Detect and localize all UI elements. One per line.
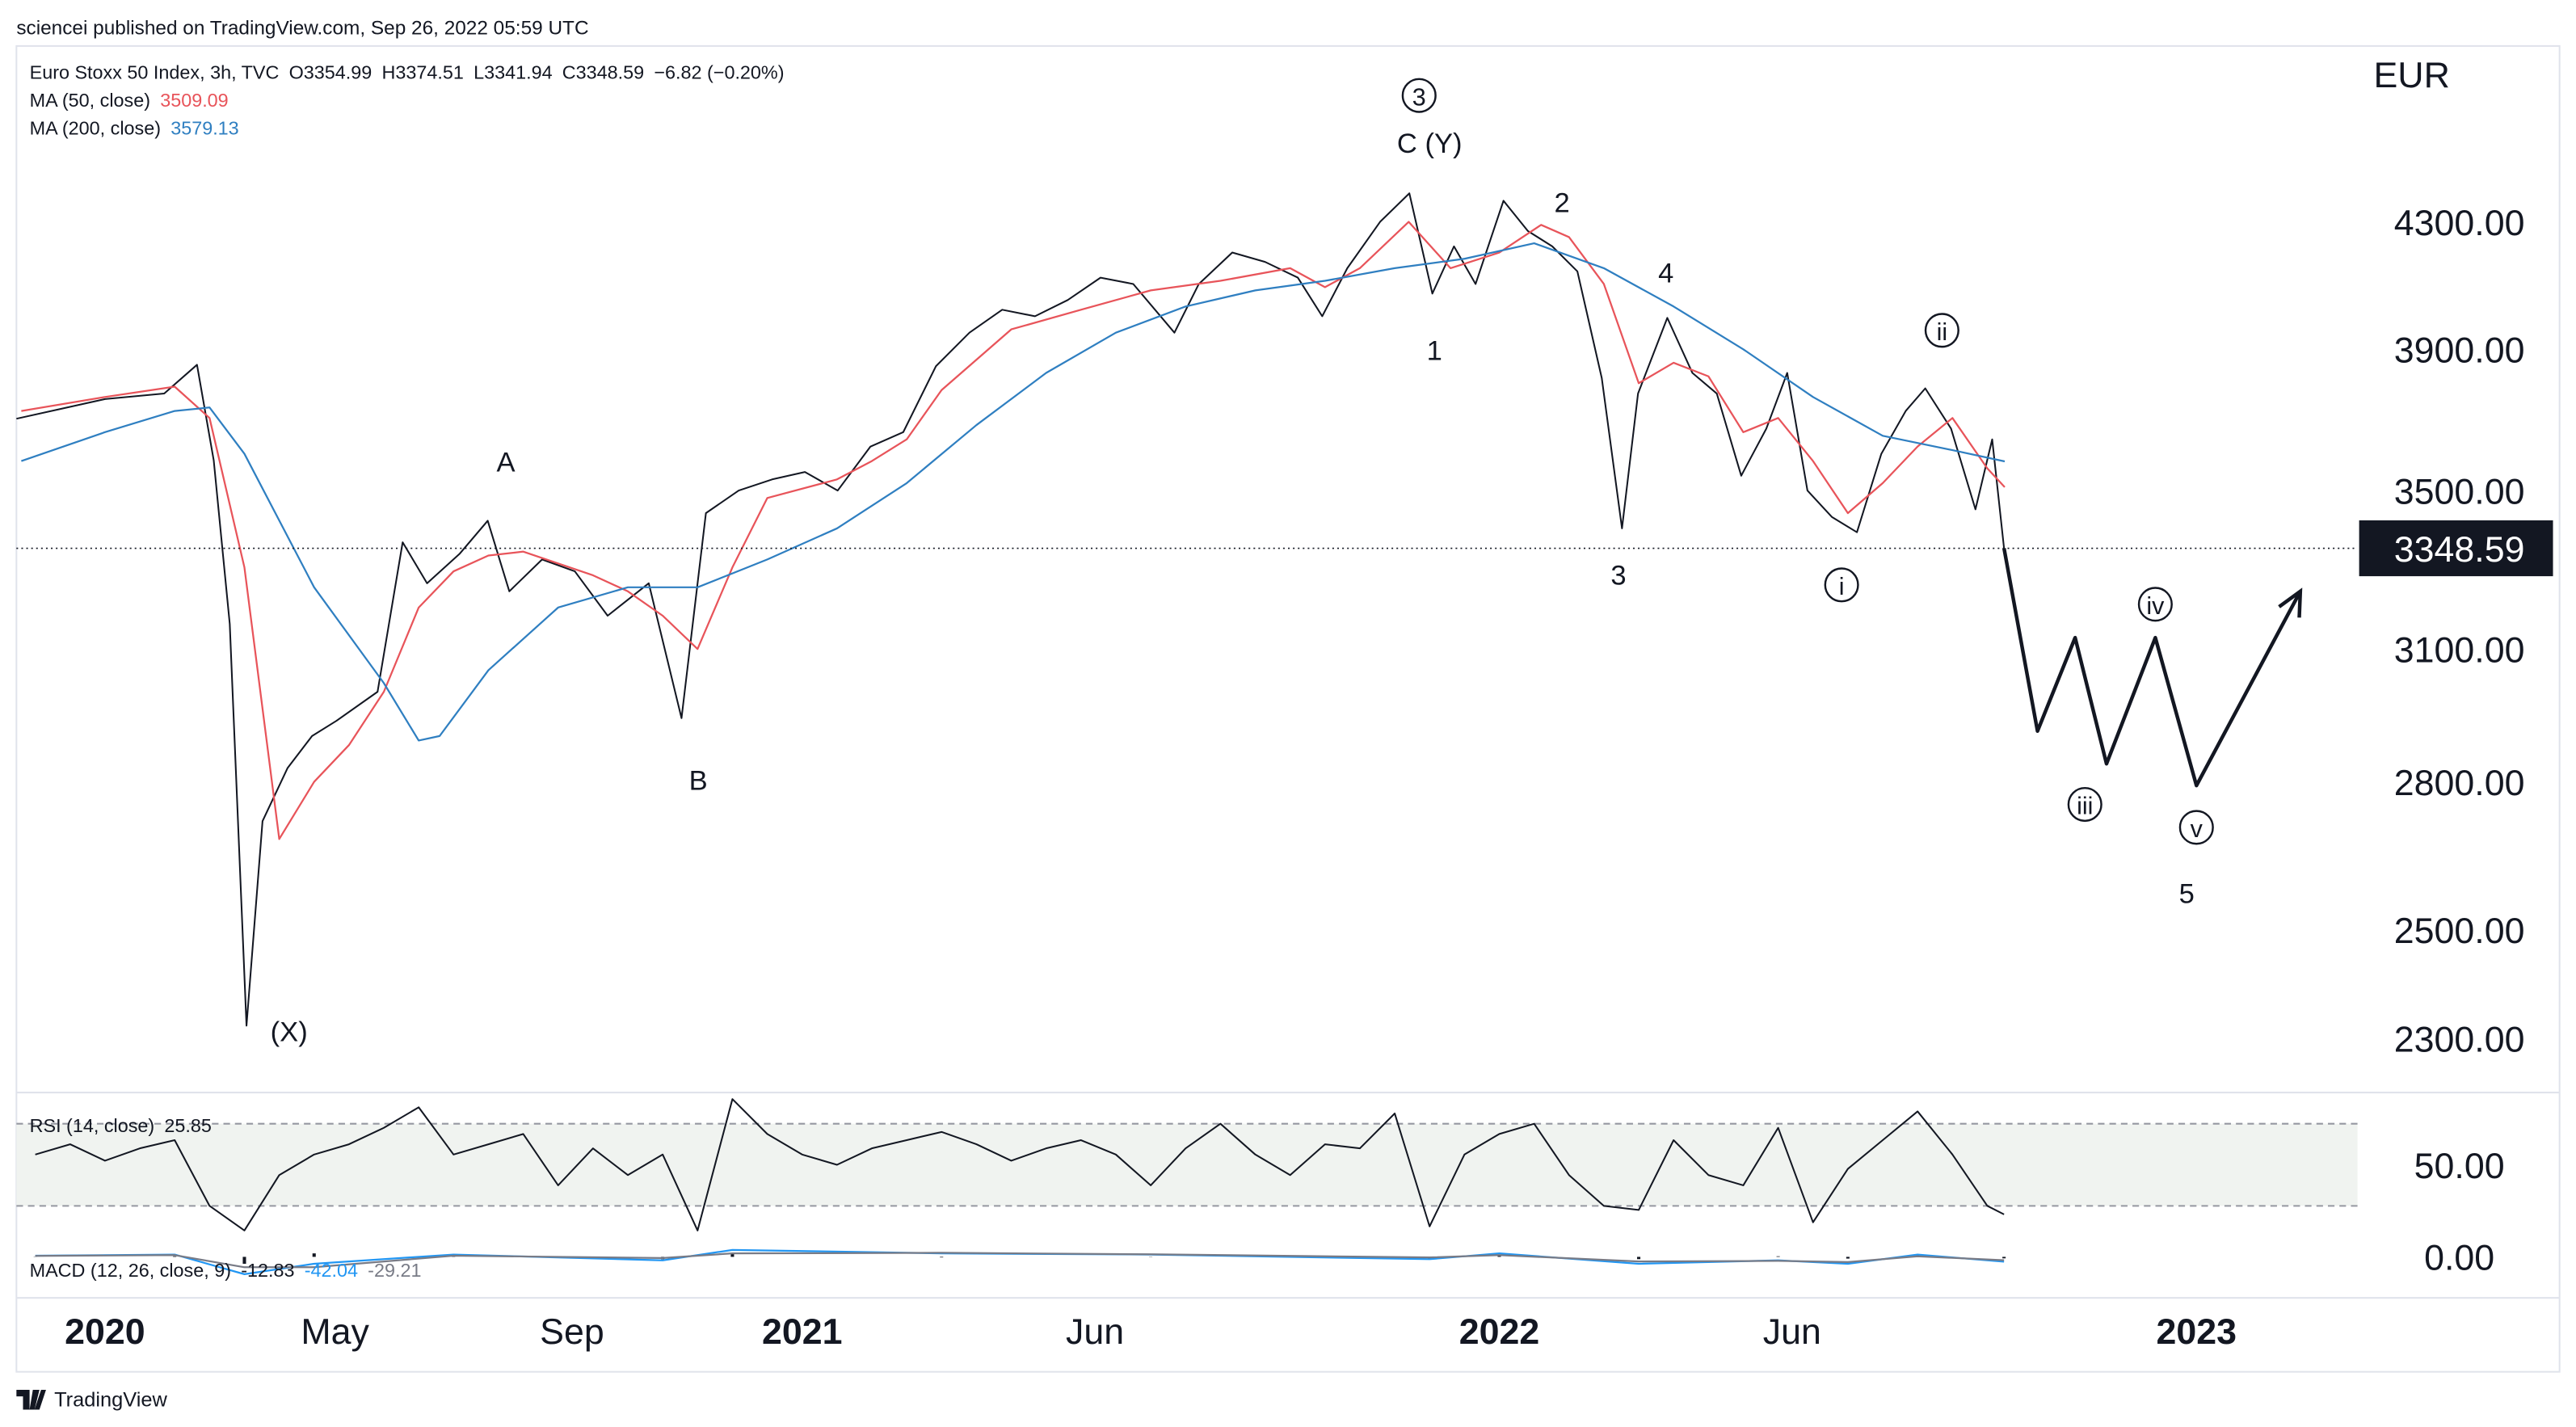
legend-value: 3579.13: [170, 118, 239, 139]
y-tick-label: 3500.00: [2394, 472, 2525, 511]
x-tick-label: May: [301, 1312, 369, 1352]
wave-label: C (Y): [1397, 128, 1463, 159]
legend-value: 25.85: [164, 1115, 212, 1136]
chart-frame: [15, 44, 2561, 1373]
pane: 50.00 RSI (14, close) 25.85: [16, 1098, 2505, 1231]
x-tick-label: Jun: [1066, 1312, 1124, 1352]
x-tick-label: Jun: [1763, 1312, 1821, 1352]
wave-label: 3: [1412, 83, 1426, 111]
x-tick-label: 2021: [762, 1312, 842, 1352]
indicator-line: [21, 242, 2006, 742]
macd-legend: MACD (12, 26, close, 9) -12.83 -42.04 -29.2…: [30, 1260, 422, 1281]
ohlc-value: C3348.59: [562, 62, 644, 83]
legend-value: -29.21: [368, 1260, 421, 1281]
last-price-label: 3348.59: [2394, 530, 2525, 570]
wave-label: B: [689, 765, 708, 796]
histogram-bar: [242, 1257, 246, 1265]
legend-name: RSI (14, close): [30, 1115, 155, 1136]
ma-legend: MA (200, close) 3579.13: [30, 118, 239, 139]
projection-arrowhead: [2278, 587, 2303, 618]
wave-circle: [2137, 587, 2173, 622]
ohlc-value: O3354.99: [289, 62, 373, 83]
histogram-bar: [2002, 1257, 2006, 1259]
legend-value: 3509.09: [160, 90, 229, 111]
x-tick-label: 2023: [2157, 1312, 2237, 1352]
x-tick-label: 2022: [1459, 1312, 1539, 1352]
wave-circle: [2178, 810, 2214, 845]
rsi-legend: RSI (14, close) 25.85: [30, 1115, 212, 1136]
wave-circle: [1824, 567, 1859, 603]
pane: 0.00 MACD (12, 26, close, 9) -12.83 -42.04-…: [30, 1239, 2495, 1281]
y-tick-label: 3100.00: [2394, 630, 2525, 670]
x-tick-label: 2020: [65, 1312, 145, 1352]
y-tick-label: 0.00: [2424, 1239, 2494, 1278]
wave-label: iv: [2146, 592, 2165, 620]
wave-label: 3: [1610, 561, 1626, 591]
projection-path: [2001, 548, 2302, 788]
legend-value: -42.04: [305, 1260, 358, 1281]
wave-label: A: [496, 448, 515, 478]
histogram-bar: [312, 1253, 316, 1257]
ohlc-value: L3341.94: [474, 62, 553, 83]
wave-label: (X): [271, 1017, 308, 1047]
indicator-line: [35, 1098, 2005, 1231]
wave-label: 2: [1555, 187, 1570, 218]
wave-circle: [2067, 786, 2102, 823]
y-tick-label: 50.00: [2414, 1147, 2505, 1186]
x-tick-label: Sep: [540, 1312, 604, 1352]
ohlc-value: H3374.51: [381, 62, 463, 83]
wave-label: i: [1839, 573, 1845, 600]
symbol-title: Euro Stoxx 50 Index, 3h, TVC: [30, 62, 280, 83]
brand-name: TradingView: [54, 1388, 167, 1411]
wave-label: v: [2191, 815, 2203, 843]
published-note: sciencei published on TradingView.com, S…: [16, 18, 588, 40]
main-legend: Euro Stoxx 50 Index, 3h, TVC O3354.99 H337…: [30, 62, 785, 83]
legend-value: -12.83: [241, 1260, 294, 1281]
wave-label: 4: [1658, 259, 1673, 289]
ma-legend: MA (50, close) 3509.09: [30, 90, 229, 111]
y-tick-label: 4300.00: [2394, 204, 2525, 243]
wave-label: 5: [2179, 879, 2195, 910]
indicator-line: [21, 221, 2006, 840]
price-line: [16, 192, 2006, 1027]
currency: EUR: [2373, 56, 2449, 95]
ohlc-change: −6.82 (−0.20%): [654, 62, 784, 83]
legend-name: MA (200, close): [30, 118, 161, 139]
wave-label: 1: [1427, 335, 1442, 366]
legend-name: MACD (12, 26, close, 9): [30, 1260, 231, 1281]
wave-circle: [1401, 78, 1437, 113]
y-tick-label: 2800.00: [2394, 764, 2525, 803]
rsi-band: [16, 1123, 2358, 1206]
wave-label: ii: [1937, 318, 1948, 346]
footer: TradingView: [16, 1388, 168, 1411]
histogram-bar: [1846, 1257, 1850, 1259]
histogram-bar: [730, 1253, 734, 1257]
legend-name: MA (50, close): [30, 90, 150, 111]
wave-circle: [1924, 313, 1959, 348]
wave-label: iii: [2077, 793, 2093, 820]
histogram-bar: [1637, 1257, 1641, 1260]
y-tick-label: 2500.00: [2394, 911, 2525, 951]
last-price-box: [2359, 520, 2553, 577]
y-tick-label: 2300.00: [2394, 1021, 2525, 1060]
y-tick-label: 3900.00: [2394, 331, 2525, 371]
brand-logo: [16, 1390, 46, 1410]
indicator-line: [35, 1252, 2005, 1269]
pane: 2300.00 2500.00 2800.00 3100.00 3500.00 3900.…: [16, 78, 2553, 1352]
